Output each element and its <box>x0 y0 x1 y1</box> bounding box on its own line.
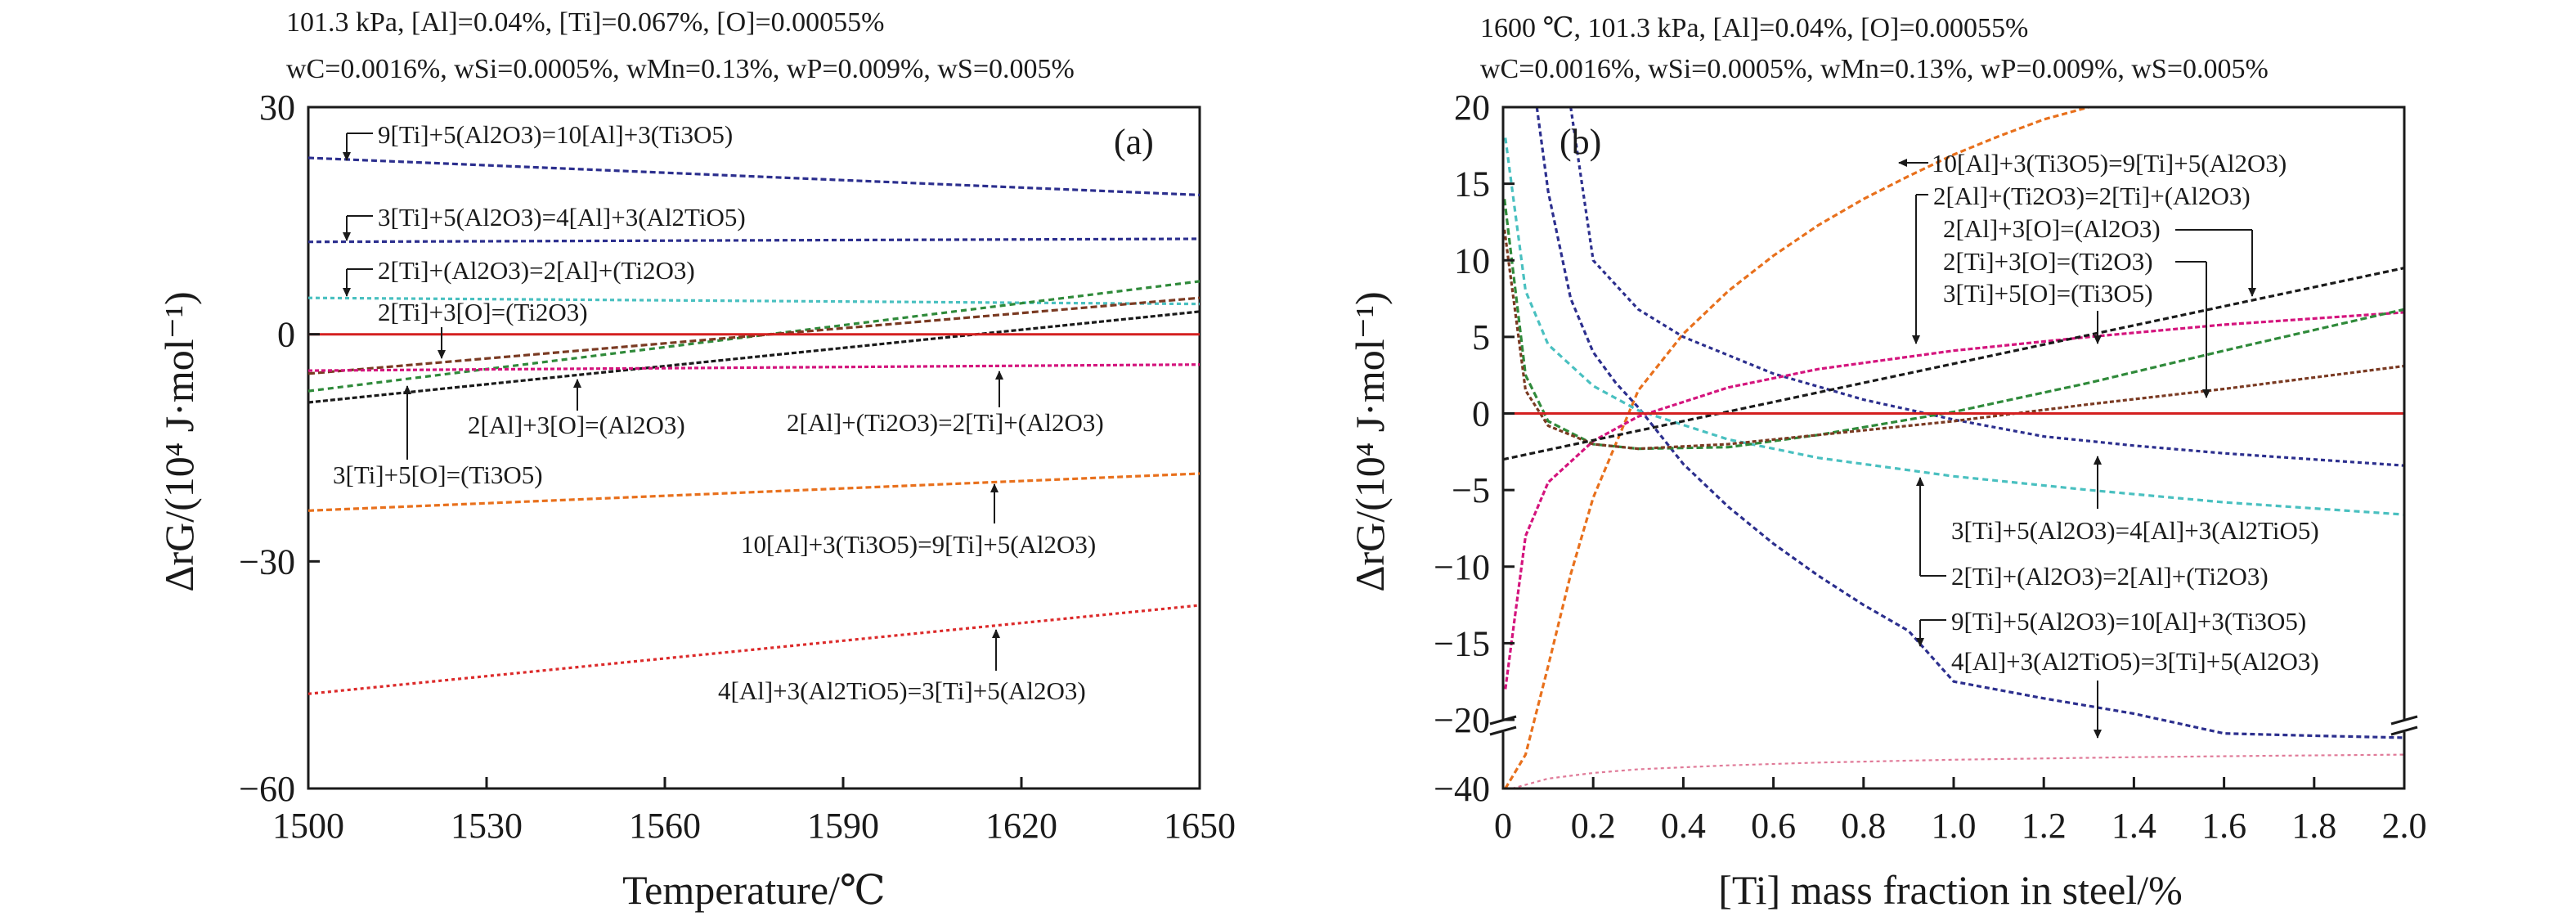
y-axis-label-b: ΔrG/(10⁴ J·mol⁻¹) <box>1347 291 1393 591</box>
annotation-a-0: 9[Ti]+5(Al2O3)=10[Al]+3(Ti3O5) <box>378 120 733 149</box>
series-a-3 <box>307 280 1200 393</box>
y-tick-label-b-6: −10 <box>1434 547 1490 587</box>
series-a-0 <box>307 156 1200 196</box>
series-b-2 <box>1569 107 2404 467</box>
x-tick-label-b-5: 1.0 <box>1932 806 1977 846</box>
annotation-a-2: 2[Ti]+(Al2O3)=2[Al]+(Ti2O3) <box>378 256 695 285</box>
x-axis-label-b: [Ti] mass fraction in steel/% <box>1718 867 2183 913</box>
x-tick-label-b-6: 1.2 <box>2022 806 2067 846</box>
panel-a-header-line2: wC=0.0016%, wSi=0.0005%, wMn=0.13%, wP=0… <box>286 54 1075 84</box>
y-tick-label-a-0: 30 <box>259 88 295 128</box>
y-tick-label-b-7: −15 <box>1434 623 1490 663</box>
x-tick-label-a-4: 1620 <box>985 806 1057 846</box>
chart-panel-a: 1500 1530 1560 1590 1620 1650 30 0 −30 −60 (a) 9[… <box>156 88 1236 913</box>
panel-b-label: (b) <box>1560 122 1601 162</box>
series-a-4 <box>307 310 1200 404</box>
annotation-a-4: 2[Al]+3[O]=(Al2O3) <box>468 411 685 439</box>
x-tick-label-b-10: 2.0 <box>2382 806 2427 846</box>
series-a-1 <box>307 237 1200 244</box>
annotation-b-5: 3[Ti]+5(Al2O3)=4[Al]+3(Al2TiO5) <box>1951 516 2319 545</box>
annotation-b-7: 9[Ti]+5(Al2O3)=10[Al]+3(Ti3O5) <box>1951 607 2306 636</box>
series-b-3 <box>1504 137 2404 516</box>
annotation-b-3: 2[Ti]+3[O]=(Ti2O3) <box>1943 247 2153 276</box>
annotation-a-6: 3[Ti]+5[O]=(Ti3O5) <box>333 460 543 489</box>
x-tick-label-a-0: 1500 <box>272 806 344 846</box>
annotation-a-8: 4[Al]+3(Al2TiO5)=3[Ti]+5(Al2O3) <box>718 676 1086 705</box>
panel-a-header-line1: 101.3 kPa, [Al]=0.04%, [Ti]=0.067%, [O]=… <box>286 7 885 38</box>
x-tick-label-b-7: 1.4 <box>2112 806 2156 846</box>
axis-break-right <box>2390 715 2418 736</box>
y-tick-label-b-1: 15 <box>1454 164 1490 204</box>
x-tick-label-b-1: 0.2 <box>1571 806 1616 846</box>
x-tick-label-b-3: 0.6 <box>1751 806 1796 846</box>
y-tick-label-b-0: 20 <box>1454 88 1490 128</box>
y-tick-label-b-9: −40 <box>1434 769 1490 809</box>
y-tick-label-b-4: 0 <box>1472 394 1490 434</box>
series-a-8 <box>307 604 1200 695</box>
y-tick-label-b-2: 10 <box>1454 240 1490 281</box>
series-b-5 <box>1503 199 2404 451</box>
x-tick-label-b-9: 1.8 <box>2291 806 2336 846</box>
series-b-8 <box>1511 753 2404 788</box>
y-tick-label-b-5: −5 <box>1452 470 1490 510</box>
y-tick-label-b-3: 5 <box>1472 317 1490 357</box>
annotation-b-0: 10[Al]+3(Ti3O5)=9[Ti]+5(Al2O3) <box>1932 149 2287 177</box>
panel-a-label: (a) <box>1114 122 1154 162</box>
x-tick-label-a-5: 1650 <box>1164 806 1236 846</box>
series-a-5 <box>307 296 1200 375</box>
x-tick-label-b-0: 0 <box>1494 806 1512 846</box>
x-tick-label-b-8: 1.6 <box>2201 806 2246 846</box>
series-a-2 <box>307 296 1200 306</box>
y-axis-label-a: ΔrG/(10⁴ J·mol⁻¹) <box>156 291 202 591</box>
x-tick-label-a-3: 1590 <box>807 806 879 846</box>
x-tick-label-b-4: 0.8 <box>1841 806 1886 846</box>
series-b-4 <box>1504 311 2404 690</box>
y-tick-label-a-3: −60 <box>239 769 295 809</box>
x-tick-label-a-2: 1560 <box>629 806 701 846</box>
x-tick-label-b-2: 0.4 <box>1661 806 1706 846</box>
annotation-b-2: 2[Al]+3[O]=(Al2O3) <box>1943 214 2161 243</box>
panel-b-header-line2: wC=0.0016%, wSi=0.0005%, wMn=0.13%, wP=0… <box>1480 54 2269 84</box>
series-b-1 <box>1535 107 2404 739</box>
x-axis-label-a: Temperature/℃ <box>622 867 886 913</box>
annotation-a-7: 10[Al]+3(Ti3O5)=9[Ti]+5(Al2O3) <box>741 530 1096 559</box>
annotation-b-6: 2[Ti]+(Al2O3)=2[Al]+(Ti2O3) <box>1951 562 2269 591</box>
annotation-a-3: 2[Ti]+3[O]=(Ti2O3) <box>378 298 588 326</box>
series-a-7 <box>307 472 1200 512</box>
y-tick-label-a-1: 0 <box>277 315 295 355</box>
panel-a-frame <box>307 106 1201 790</box>
annotation-b-8: 4[Al]+3(Al2TiO5)=3[Ti]+5(Al2O3) <box>1951 647 2319 676</box>
panel-b-header-line1: 1600 ℃, 101.3 kPa, [Al]=0.04%, [O]=0.000… <box>1480 13 2028 43</box>
chart-panel-b: 0 0.2 0.4 0.6 0.8 1.0 1.2 1.4 1.6 1.8 2.020151050−… <box>1347 88 2427 913</box>
y-tick-label-a-2: −30 <box>239 541 295 582</box>
series-a-6 <box>307 363 1200 372</box>
annotation-a-1: 3[Ti]+5(Al2O3)=4[Al]+3(Al2TiO5) <box>378 203 746 231</box>
x-tick-label-a-1: 1530 <box>451 806 523 846</box>
series-b-7 <box>1503 267 2404 461</box>
annotation-b-1: 2[Al]+(Ti2O3)=2[Ti]+(Al2O3) <box>1933 182 2251 210</box>
annotation-a-5: 2[Al]+(Ti2O3)=2[Ti]+(Al2O3) <box>787 408 1104 437</box>
annotation-b-4: 3[Ti]+5[O]=(Ti3O5) <box>1943 279 2153 308</box>
y-tick-label-b-8: −20 <box>1434 700 1490 740</box>
